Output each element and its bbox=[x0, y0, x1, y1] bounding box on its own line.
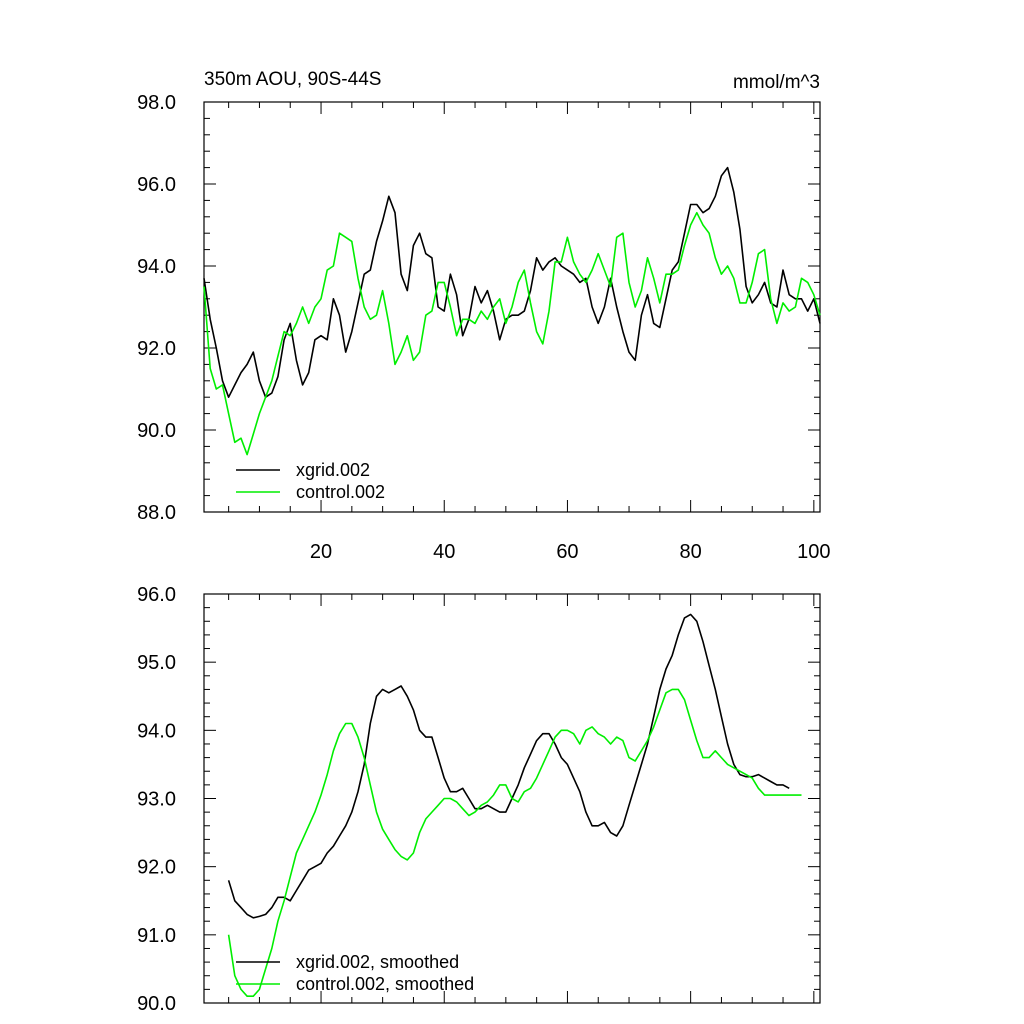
x-tick-label: 40 bbox=[433, 541, 455, 563]
series-line-xgrid-002-smoothed bbox=[227, 613, 790, 919]
y-tick-label: 90.0 bbox=[137, 993, 176, 1015]
legend-label: xgrid.002 bbox=[296, 460, 370, 480]
x-tick-label: 20 bbox=[310, 541, 332, 563]
plot-frame bbox=[203, 101, 821, 513]
y-tick-label: 96.0 bbox=[137, 584, 176, 606]
y-tick-label: 94.0 bbox=[137, 720, 176, 742]
legend-label: xgrid.002, smoothed bbox=[296, 952, 459, 972]
series-line-control-002 bbox=[203, 211, 821, 456]
y-tick-label: 95.0 bbox=[137, 652, 176, 674]
y-tick-label: 91.0 bbox=[137, 925, 176, 947]
y-tick-label: 88.0 bbox=[137, 502, 176, 524]
top-panel-series bbox=[203, 166, 821, 456]
legend-label: control.002 bbox=[296, 482, 385, 502]
y-tick-label: 96.0 bbox=[137, 174, 176, 196]
x-tick-label: 60 bbox=[556, 541, 578, 563]
top-panel-units: mmol/m^3 bbox=[733, 72, 820, 93]
y-tick-label: 98.0 bbox=[137, 92, 176, 114]
series-line-xgrid-002 bbox=[203, 166, 821, 399]
y-tick-label: 90.0 bbox=[137, 420, 176, 442]
bottom-panel-series bbox=[227, 613, 802, 998]
y-tick-label: 92.0 bbox=[137, 338, 176, 360]
x-tick-label: 100 bbox=[797, 541, 830, 563]
legend-label: control.002, smoothed bbox=[296, 974, 474, 994]
y-tick-label: 93.0 bbox=[137, 789, 176, 811]
y-tick-label: 92.0 bbox=[137, 857, 176, 879]
bottom-panel: 90.0 91.0 92.0 93.0 94.0 95.0 96.0 xgrid.002, … bbox=[137, 584, 821, 1015]
x-tick-label: 80 bbox=[680, 541, 702, 563]
top-panel-title: 350m AOU, 90S-44S bbox=[204, 69, 381, 90]
y-tick-label: 94.0 bbox=[137, 256, 176, 278]
top-panel-axes: 88.0 90.0 92.0 94.0 96.0 98.0 20 40 60 80 100 bbox=[137, 92, 830, 563]
bottom-panel-axes: 90.0 91.0 92.0 93.0 94.0 95.0 96.0 bbox=[137, 584, 821, 1015]
top-panel: 350m AOU, 90S-44S mmol/m^3 88.0 90.0 92.0 9… bbox=[137, 69, 830, 563]
series-line-control-002-smoothed bbox=[227, 688, 802, 998]
